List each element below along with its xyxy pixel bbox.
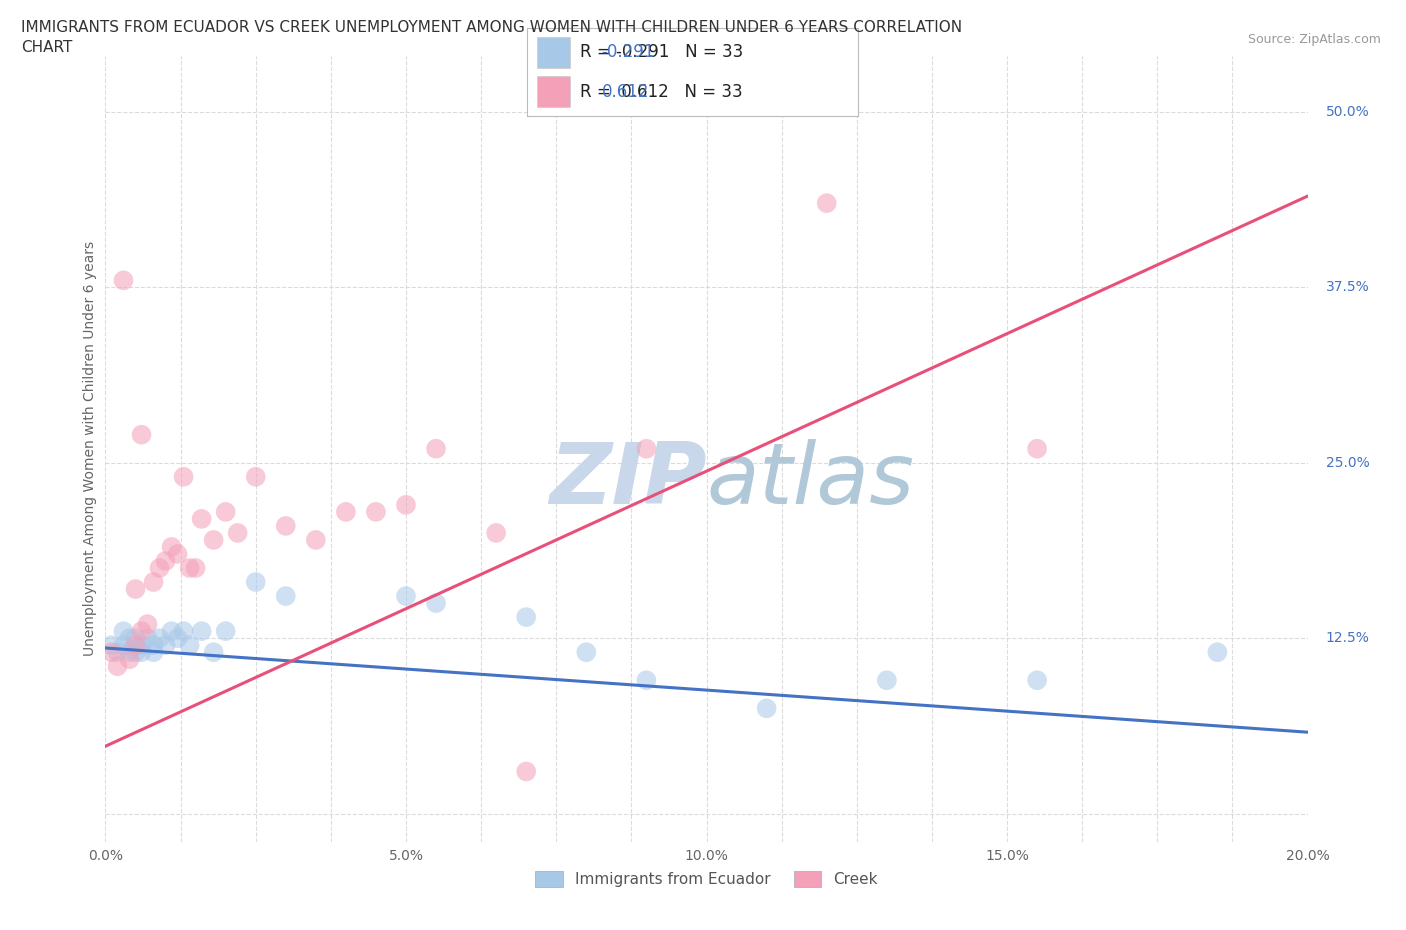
Point bbox=[214, 624, 236, 639]
Point bbox=[755, 701, 778, 716]
Point bbox=[142, 644, 165, 659]
Point bbox=[100, 638, 122, 653]
Point bbox=[184, 561, 207, 576]
Text: R =  0.612   N = 33: R = 0.612 N = 33 bbox=[581, 83, 742, 101]
Text: Source: ZipAtlas.com: Source: ZipAtlas.com bbox=[1247, 33, 1381, 46]
Point bbox=[148, 561, 170, 576]
Point bbox=[155, 638, 177, 653]
Point bbox=[876, 672, 898, 687]
Point bbox=[148, 631, 170, 645]
Text: 0.612: 0.612 bbox=[602, 83, 650, 101]
Point bbox=[155, 553, 177, 568]
Point bbox=[118, 631, 141, 645]
Point bbox=[1026, 672, 1049, 687]
Point bbox=[190, 624, 212, 639]
Point bbox=[100, 644, 122, 659]
Text: 12.5%: 12.5% bbox=[1326, 631, 1369, 645]
Point bbox=[131, 427, 153, 442]
Bar bbox=[537, 37, 571, 68]
Point bbox=[245, 470, 267, 485]
Point bbox=[515, 764, 537, 779]
Point bbox=[112, 624, 135, 639]
Point bbox=[136, 617, 159, 631]
Point bbox=[124, 581, 146, 596]
Point bbox=[515, 610, 537, 625]
Text: CHART: CHART bbox=[21, 40, 73, 55]
Text: 37.5%: 37.5% bbox=[1326, 280, 1369, 295]
Text: R = -0.291   N = 33: R = -0.291 N = 33 bbox=[581, 43, 744, 61]
Point bbox=[636, 672, 658, 687]
Point bbox=[202, 533, 225, 548]
Point bbox=[179, 561, 201, 576]
Point bbox=[1206, 644, 1229, 659]
Point bbox=[160, 624, 183, 639]
Point bbox=[142, 638, 165, 653]
Point bbox=[112, 638, 135, 653]
Point bbox=[485, 525, 508, 540]
Point bbox=[214, 504, 236, 519]
Point bbox=[202, 644, 225, 659]
Text: atlas: atlas bbox=[707, 439, 914, 522]
Point bbox=[107, 644, 129, 659]
Point bbox=[112, 272, 135, 287]
Point bbox=[124, 631, 146, 645]
Point bbox=[131, 644, 153, 659]
Point bbox=[131, 638, 153, 653]
Text: 25.0%: 25.0% bbox=[1326, 456, 1369, 470]
Point bbox=[179, 638, 201, 653]
Point bbox=[124, 638, 146, 653]
Point bbox=[395, 589, 418, 604]
Point bbox=[636, 442, 658, 457]
Point bbox=[173, 624, 195, 639]
Point bbox=[166, 547, 188, 562]
Point bbox=[274, 589, 297, 604]
Point bbox=[166, 631, 188, 645]
Point bbox=[245, 575, 267, 590]
Point bbox=[118, 652, 141, 667]
Point bbox=[364, 504, 387, 519]
Text: ZIP: ZIP bbox=[548, 439, 707, 522]
Point bbox=[118, 644, 141, 659]
Point bbox=[142, 575, 165, 590]
Point bbox=[136, 631, 159, 645]
Text: IMMIGRANTS FROM ECUADOR VS CREEK UNEMPLOYMENT AMONG WOMEN WITH CHILDREN UNDER 6 : IMMIGRANTS FROM ECUADOR VS CREEK UNEMPLO… bbox=[21, 20, 962, 35]
Point bbox=[190, 512, 212, 526]
Point bbox=[335, 504, 357, 519]
Point bbox=[815, 195, 838, 210]
Point bbox=[395, 498, 418, 512]
Point bbox=[160, 539, 183, 554]
Point bbox=[124, 644, 146, 659]
Point bbox=[226, 525, 249, 540]
Point bbox=[131, 624, 153, 639]
Y-axis label: Unemployment Among Women with Children Under 6 years: Unemployment Among Women with Children U… bbox=[83, 241, 97, 657]
Legend: Immigrants from Ecuador, Creek: Immigrants from Ecuador, Creek bbox=[529, 865, 884, 893]
Bar bbox=[537, 76, 571, 108]
Point bbox=[173, 470, 195, 485]
Point bbox=[575, 644, 598, 659]
Point bbox=[107, 658, 129, 673]
Point bbox=[1026, 442, 1049, 457]
Point bbox=[425, 595, 447, 610]
Point bbox=[425, 442, 447, 457]
Point bbox=[305, 533, 328, 548]
Text: -0.291: -0.291 bbox=[602, 43, 655, 61]
Text: 50.0%: 50.0% bbox=[1326, 105, 1369, 119]
Point bbox=[274, 518, 297, 533]
